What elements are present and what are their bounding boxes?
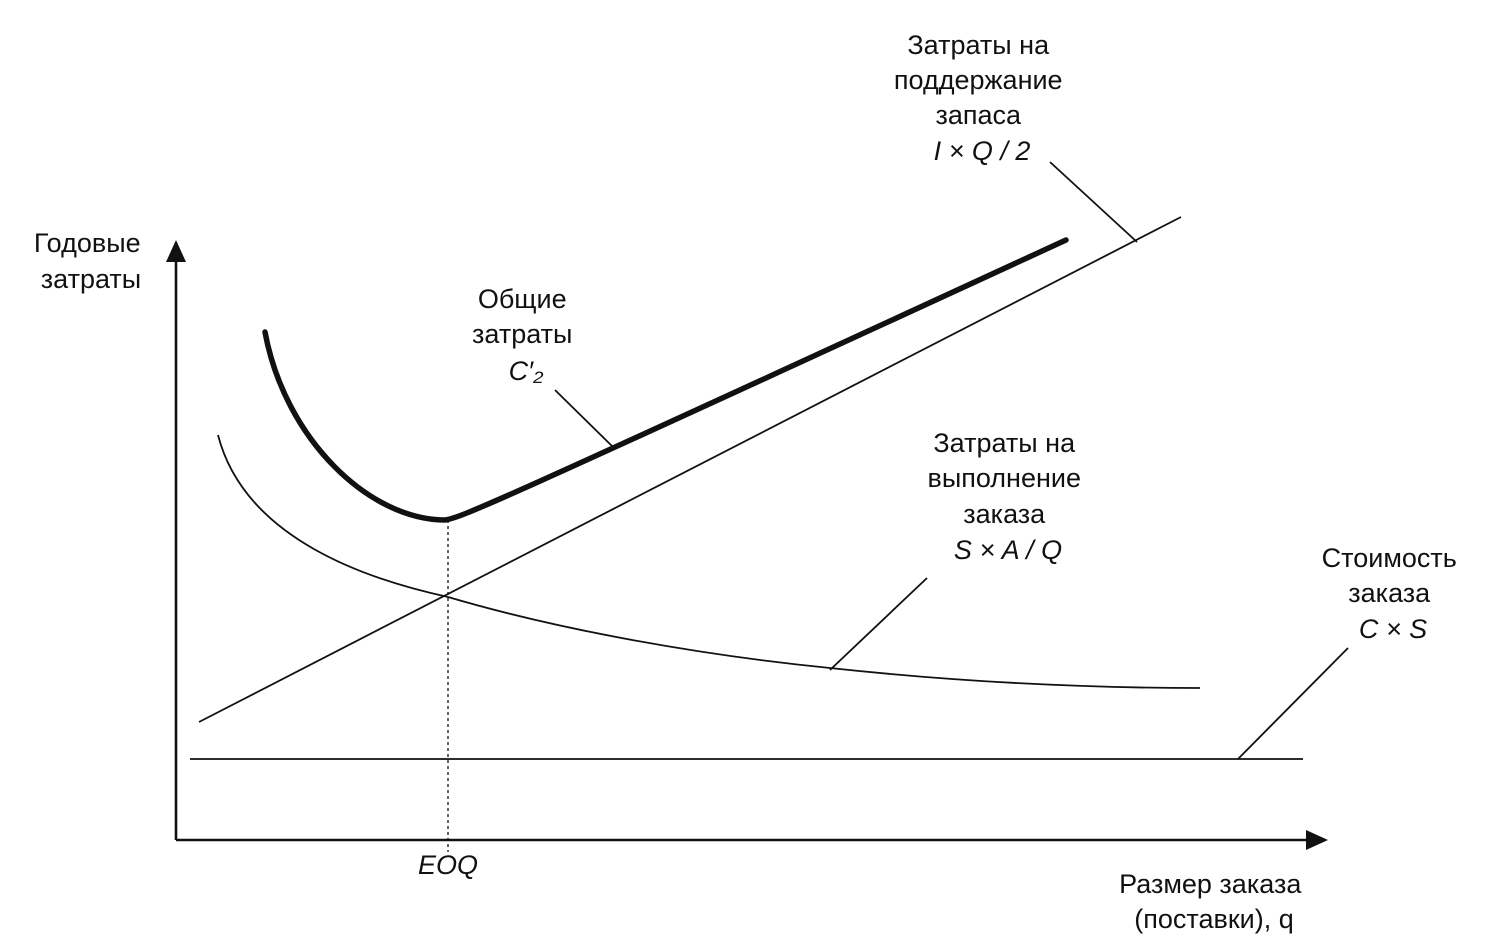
ordering-callout-line xyxy=(829,577,928,671)
total-cost-curve xyxy=(262,237,1069,523)
holding-cost-label: Затраты на поддержание запаса I × Q / 2 xyxy=(894,30,1070,166)
total-callout-line xyxy=(554,389,615,449)
holding-cost-line xyxy=(198,216,1182,723)
y-axis-label: Годовые затраты xyxy=(34,228,148,294)
ordering-cost-curve xyxy=(217,434,1201,689)
x-axis-arrow xyxy=(1306,830,1328,850)
x-axis-label: Размер заказа (поставки), q xyxy=(1119,869,1309,934)
holding-callout-line xyxy=(1049,161,1138,243)
total-cost-label: Общие затраты C′₂ xyxy=(472,284,580,386)
ordering-cost-label: Затраты на выполнение заказа S × A / Q xyxy=(928,428,1089,565)
purchase-callout-line xyxy=(1237,647,1349,760)
purchase-cost-label: Стоимость заказа C × S xyxy=(1322,543,1465,644)
y-axis-arrow xyxy=(166,240,186,262)
eoq-tick-label: EOQ xyxy=(418,850,478,880)
